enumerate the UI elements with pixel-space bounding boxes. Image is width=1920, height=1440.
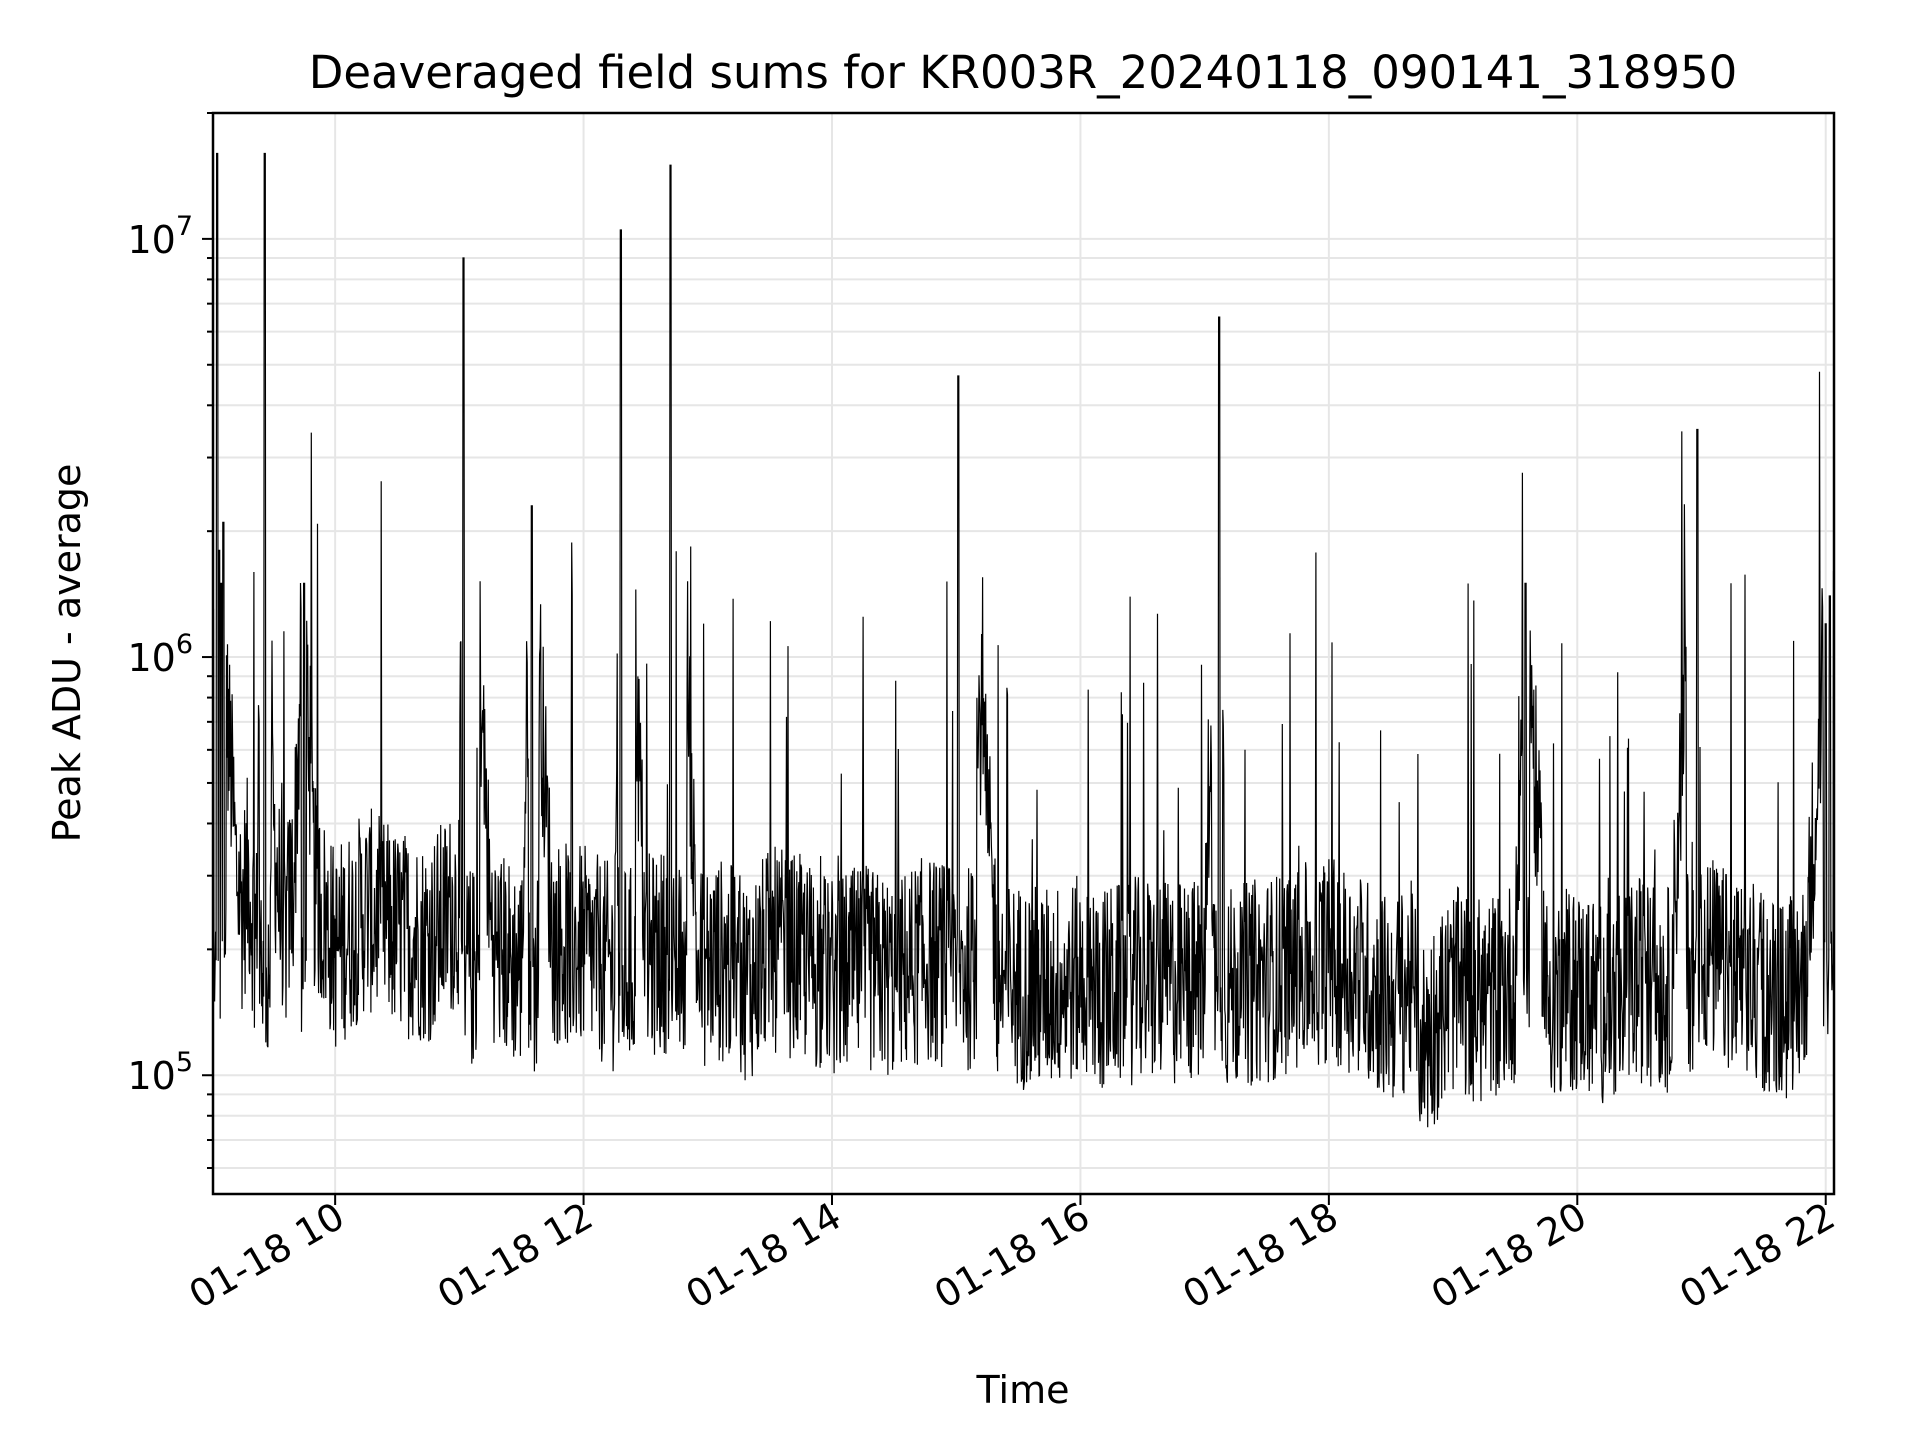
plot-area [212,152,1835,1128]
y-tick-exponent: 6 [176,629,193,660]
y-tick-base: 10 [127,218,175,262]
plot-frame [211,111,1836,1196]
x-axis-label: Time [976,1368,1070,1412]
series-line [212,152,1835,1128]
y-tick-base: 10 [127,1054,175,1098]
chart-title: Deaveraged field sums for KR003R_2024011… [309,46,1738,99]
y-tick-label: 105 [127,1047,193,1098]
y-tick-exponent: 5 [176,1047,193,1078]
y-tick-exponent: 7 [176,211,193,242]
y-axis-label: Peak ADU - average [45,464,89,843]
y-tick-label: 106 [127,629,193,680]
y-tick-label: 107 [127,211,193,262]
grid [213,112,1834,1194]
y-tick-base: 10 [127,636,175,680]
